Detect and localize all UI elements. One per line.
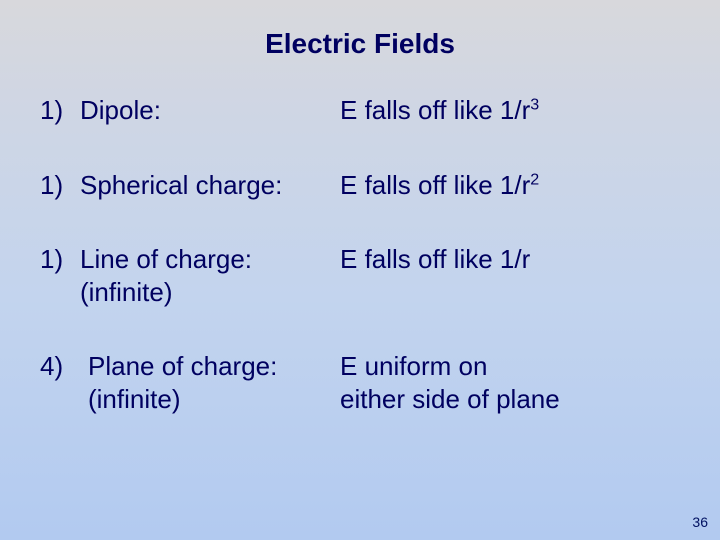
item-label: Spherical charge: — [80, 169, 340, 202]
desc-prefix: E falls off like 1/r — [340, 170, 530, 200]
item-number: 1) — [40, 169, 80, 202]
item-left: 1) Line of charge: (infinite) — [40, 243, 340, 308]
item-left: 4) Plane of charge: (infinite) — [40, 350, 340, 415]
list-item: 4) Plane of charge: (infinite) E uniform… — [40, 350, 680, 415]
desc-sup: 3 — [530, 95, 539, 113]
list-item: 1) Line of charge: (infinite) E falls of… — [40, 243, 680, 308]
label-sub: (infinite) — [88, 384, 180, 414]
page-number: 36 — [692, 514, 708, 530]
slide: Electric Fields 1) Dipole: E falls off l… — [0, 0, 720, 540]
item-label: Plane of charge: (infinite) — [80, 350, 340, 415]
desc-prefix: E falls off like 1/r — [340, 95, 530, 125]
item-number: 4) — [40, 350, 80, 415]
label-sub: (infinite) — [80, 277, 172, 307]
item-label: Dipole: — [80, 94, 340, 127]
list-item: 1) Dipole: E falls off like 1/r3 — [40, 94, 680, 127]
desc-suffix: either side of plane — [340, 384, 560, 414]
list-item: 1) Spherical charge: E falls off like 1/… — [40, 169, 680, 202]
item-left: 1) Spherical charge: — [40, 169, 340, 202]
item-description: E uniform on either side of plane — [340, 350, 680, 415]
item-number: 1) — [40, 94, 80, 127]
label-text: Plane of charge: — [88, 351, 277, 381]
desc-prefix: E uniform on — [340, 351, 487, 381]
item-description: E falls off like 1/r — [340, 243, 680, 308]
item-label: Line of charge: (infinite) — [80, 243, 340, 308]
label-text: Line of charge: — [80, 244, 252, 274]
desc-sup: 2 — [530, 170, 539, 188]
desc-prefix: E falls off like 1/r — [340, 244, 530, 274]
item-number: 1) — [40, 243, 80, 308]
slide-title: Electric Fields — [40, 28, 680, 60]
item-description: E falls off like 1/r3 — [340, 94, 680, 127]
item-left: 1) Dipole: — [40, 94, 340, 127]
item-description: E falls off like 1/r2 — [340, 169, 680, 202]
